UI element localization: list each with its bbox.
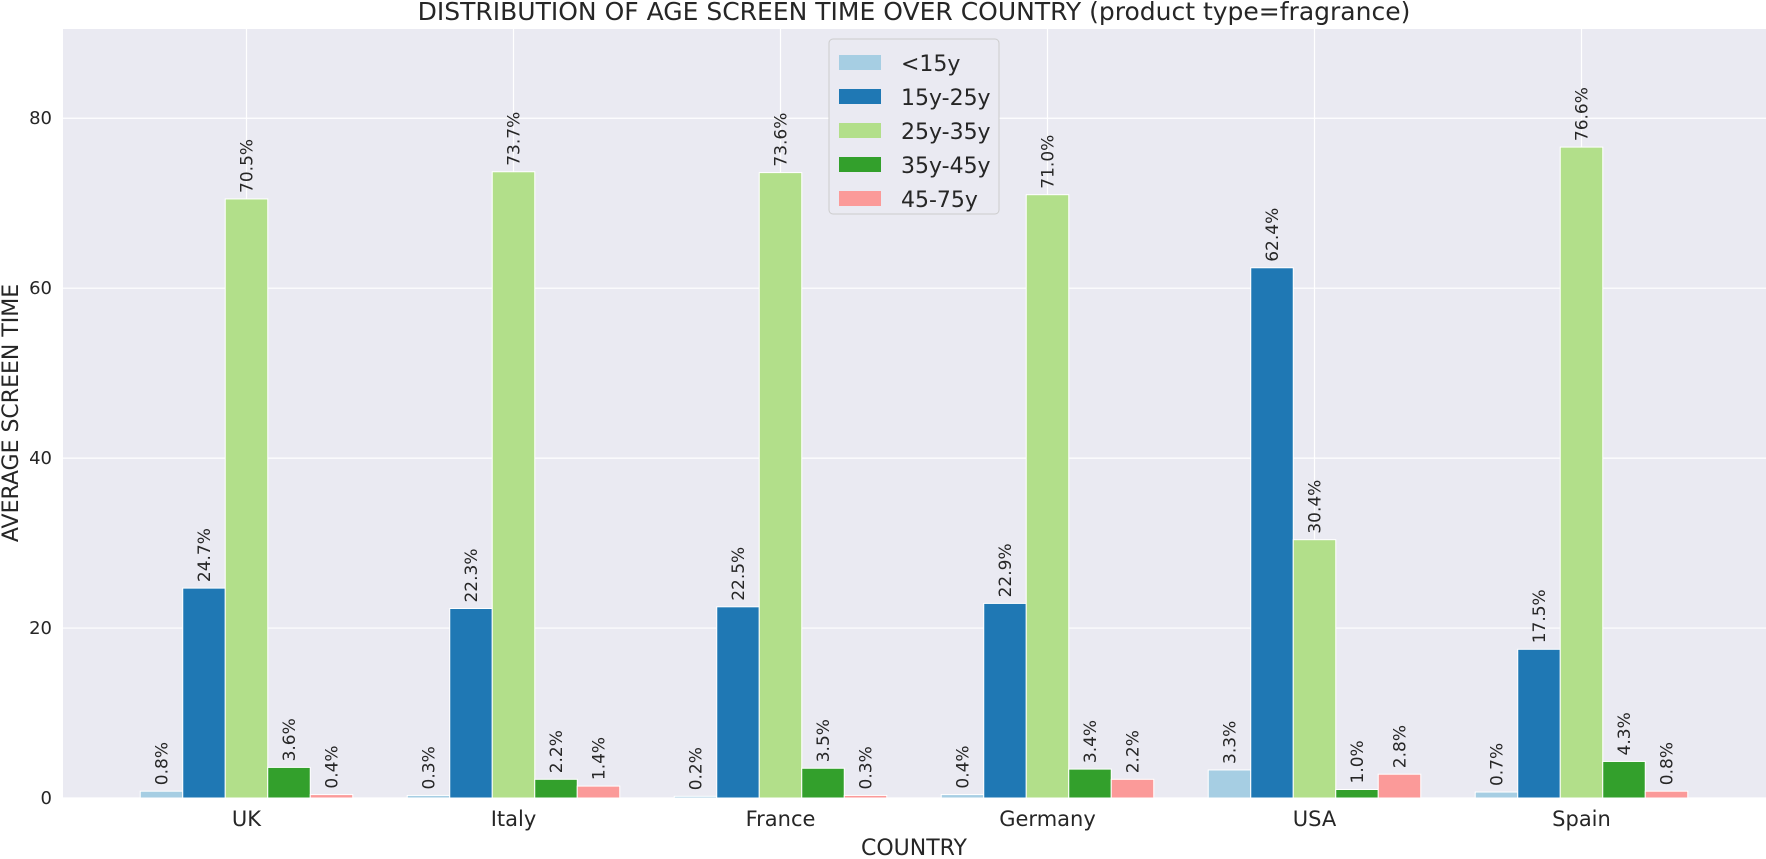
bar: [139, 790, 184, 799]
bar: [182, 587, 226, 799]
x-axis-ticks: UK Italy France Germany USA Spain: [232, 807, 1611, 831]
legend-swatch: [839, 191, 881, 206]
legend-swatch: [839, 55, 881, 70]
y-tick-label: 0: [41, 788, 52, 809]
bar-value-label: 0.4%: [954, 745, 974, 788]
bar-value-label: 22.5%: [729, 547, 749, 601]
legend-swatch: [839, 123, 881, 138]
bar-value-label: 3.5%: [814, 719, 834, 762]
bar: [267, 766, 311, 799]
bar-value-label: 4.3%: [1615, 712, 1635, 755]
chart-title: DISTRIBUTION OF AGE SCREEN TIME OVER COU…: [418, 0, 1411, 26]
bar: [1025, 194, 1070, 799]
legend-label: 35y-45y: [901, 154, 991, 179]
bar-value-label: 0.8%: [153, 742, 173, 785]
bar: [1068, 768, 1112, 799]
bar-value-label: 0.8%: [1658, 742, 1678, 785]
bar: [406, 794, 451, 799]
y-axis-title: AVERAGE SCREEN TIME: [0, 284, 24, 542]
bar: [940, 794, 985, 799]
bar: [716, 606, 760, 799]
legend-label: 45-75y: [901, 188, 978, 213]
x-axis-title: COUNTRY: [861, 836, 968, 859]
bar-value-label: 24.7%: [195, 528, 215, 582]
bar-value-label: 1.0%: [1348, 740, 1368, 783]
bar-value-label: 73.7%: [505, 112, 525, 166]
bar-value-label: 71.0%: [1039, 135, 1059, 189]
bar-value-label: 73.6%: [772, 113, 792, 167]
bar-value-label: 3.6%: [280, 718, 300, 761]
bar-value-label: 2.8%: [1391, 725, 1411, 768]
bar-value-label: 17.5%: [1530, 589, 1550, 643]
bar: [1110, 778, 1155, 799]
bar-value-label: 3.4%: [1081, 720, 1101, 763]
x-tick-label: Italy: [491, 807, 537, 831]
legend-swatch: [839, 89, 881, 104]
bar: [1335, 789, 1379, 799]
bar-value-label: 0.4%: [323, 745, 343, 788]
bar-value-label: 0.2%: [687, 747, 707, 790]
legend-label: 25y-35y: [901, 120, 991, 145]
bar-value-label: 0.7%: [1488, 743, 1508, 786]
bar: [576, 785, 621, 799]
bar: [1559, 146, 1604, 799]
bar: [801, 767, 845, 799]
y-tick-label: 40: [29, 448, 52, 469]
bar: [1207, 769, 1252, 799]
bar: [843, 794, 888, 799]
bar: [1644, 790, 1689, 799]
bar: [983, 602, 1027, 799]
x-tick-label: Germany: [999, 807, 1096, 831]
bar-value-label: 70.5%: [238, 139, 258, 193]
bar: [1250, 267, 1294, 799]
bar: [1602, 760, 1646, 799]
data-labels-group: 0.8% 0.3% 0.2% 0.4% 3.3% 0.7% 24.7% 22.3% 22.5% 2…: [153, 87, 1678, 790]
x-tick-label: France: [746, 807, 816, 831]
legend-label: 15y-25y: [901, 86, 991, 111]
bar: [758, 172, 803, 799]
bar-value-label: 62.4%: [1263, 208, 1283, 262]
bar-value-label: 22.3%: [462, 548, 482, 602]
bar: [1377, 773, 1422, 799]
bar-value-label: 3.3%: [1221, 721, 1241, 764]
legend-label: <15y: [901, 52, 960, 77]
bar: [534, 778, 578, 799]
legend: <15y 15y-25y 25y-35y 35y-45y 45-75y: [828, 38, 1000, 215]
x-tick-label: UK: [232, 807, 262, 831]
bar-value-label: 22.9%: [996, 543, 1016, 597]
y-axis-ticks: 0 20 40 60 80: [29, 108, 52, 809]
bar: [1292, 539, 1337, 799]
bar: [449, 608, 493, 799]
bar-value-label: 1.4%: [590, 737, 610, 780]
y-tick-label: 60: [29, 278, 52, 299]
bar-value-label: 76.6%: [1573, 87, 1593, 141]
bar: [224, 198, 269, 799]
legend-swatch: [839, 157, 881, 172]
bar-value-label: 2.2%: [1124, 730, 1144, 773]
bar-value-label: 0.3%: [857, 746, 877, 789]
bar: [1474, 791, 1519, 799]
bar: [1517, 648, 1561, 799]
bars-group: [139, 146, 1689, 799]
x-tick-label: USA: [1293, 807, 1337, 831]
y-tick-label: 20: [29, 618, 52, 639]
x-tick-label: Spain: [1552, 807, 1611, 831]
bar: [491, 171, 536, 799]
y-tick-label: 80: [29, 108, 52, 129]
bar-value-label: 30.4%: [1306, 480, 1326, 534]
bar: [309, 794, 354, 799]
bar: [673, 795, 718, 799]
bar-value-label: 2.2%: [547, 730, 567, 773]
bar-value-label: 0.3%: [420, 746, 440, 789]
